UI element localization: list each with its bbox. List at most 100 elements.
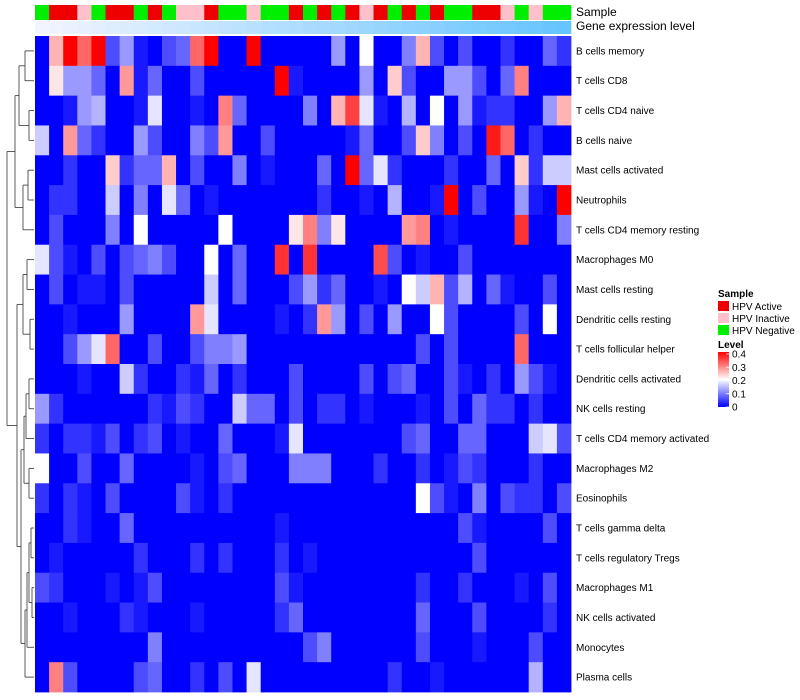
heatmap-cell [260, 572, 276, 603]
heatmap-cell [274, 125, 290, 156]
heatmap-cell [288, 453, 304, 484]
sample-legend-label: HPV Negative [732, 326, 795, 337]
heatmap-cell [415, 393, 431, 425]
heatmap-cell [542, 304, 558, 335]
heatmap-cell [458, 542, 473, 574]
heatmap-cell [387, 662, 403, 693]
heatmap-cell [133, 423, 149, 454]
row-label: Mast cells resting [576, 285, 653, 296]
heatmap-cell [331, 244, 346, 275]
sample-annotation-cell [105, 5, 120, 20]
heatmap-cell [91, 393, 106, 425]
expression-annotation-cell [77, 21, 92, 34]
heatmap-cell [232, 602, 247, 633]
heatmap-cell [429, 364, 445, 395]
heatmap-cell [119, 274, 135, 305]
heatmap-cell [49, 364, 64, 395]
heatmap-cell [63, 214, 78, 246]
heatmap-cell [373, 513, 389, 544]
heatmap-cell [373, 572, 389, 603]
heatmap-cell [387, 513, 403, 544]
heatmap-cell [176, 334, 191, 365]
heatmap-cell [528, 185, 544, 216]
heatmap-cell [119, 453, 135, 484]
heatmap-cell [49, 65, 64, 97]
heatmap-cell [556, 65, 572, 97]
heatmap-cell [246, 125, 262, 156]
row-label: T cells CD4 memory resting [576, 225, 699, 236]
heatmap-cell [49, 185, 64, 216]
heatmap-cell [105, 155, 121, 186]
heatmap-cell [331, 95, 346, 126]
heatmap-cell [218, 423, 233, 454]
heatmap-cell [260, 214, 276, 246]
heatmap-cell [260, 453, 276, 484]
heatmap-cell [274, 632, 290, 663]
heatmap-cell [345, 572, 360, 603]
heatmap-cell [176, 185, 191, 216]
heatmap-cell [373, 214, 389, 246]
heatmap-cell [105, 185, 121, 216]
heatmap-cell [288, 125, 304, 156]
sample-annotation-cell [161, 5, 177, 20]
heatmap-cell [500, 602, 515, 633]
heatmap-cell [288, 65, 304, 97]
heatmap-cell [514, 95, 530, 126]
heatmap-cell [274, 542, 290, 574]
heatmap-cell [288, 662, 304, 693]
heatmap-cell [77, 185, 92, 216]
heatmap-cell [35, 364, 50, 395]
heatmap-cell [246, 155, 262, 186]
heatmap-cell [91, 304, 106, 335]
heatmap-cell [288, 334, 304, 365]
expression-annotation-cell [345, 21, 360, 34]
heatmap-cell [303, 274, 318, 305]
heatmap-cell [359, 513, 374, 544]
sample-annotation-cell [218, 5, 233, 20]
heatmap-cell [91, 423, 106, 454]
heatmap-cell [514, 304, 530, 335]
heatmap-cell [119, 36, 135, 67]
heatmap-cell [317, 423, 332, 454]
heatmap-cell [161, 65, 177, 97]
heatmap-cell [274, 572, 290, 603]
heatmap-cell [91, 334, 106, 365]
heatmap-cell [486, 65, 501, 97]
heatmap-cell [472, 155, 487, 186]
heatmap-cell [77, 453, 92, 484]
heatmap-cell [119, 393, 135, 425]
heatmap-cell [401, 483, 417, 514]
heatmap-cell [387, 572, 403, 603]
heatmap-cell [401, 393, 417, 425]
heatmap-cell [204, 662, 219, 693]
heatmap-cell [500, 393, 515, 425]
heatmap-cell [486, 155, 501, 186]
heatmap-cell [35, 602, 50, 633]
heatmap-cell [161, 155, 177, 186]
heatmap-cell [486, 125, 501, 156]
heatmap-cell [49, 304, 64, 335]
heatmap-cell [232, 632, 247, 663]
heatmap-cell [133, 125, 149, 156]
sample-annotation-cell [303, 5, 318, 20]
heatmap-cell [63, 423, 78, 454]
column-annotations [35, 5, 572, 34]
sample-annotation-cell [246, 5, 261, 20]
heatmap-cell [303, 572, 318, 603]
heatmap-cell [35, 214, 50, 246]
heatmap-cell [331, 155, 346, 186]
sample-annotation-cell [528, 5, 544, 20]
heatmap-cell [274, 513, 290, 544]
expression-annotation-cell [176, 21, 191, 34]
heatmap-cell [35, 393, 50, 425]
sample-annotation-cell [556, 5, 572, 20]
heatmap-cell [119, 155, 135, 186]
heatmap-cell [514, 214, 530, 246]
sample-annotation-cell [147, 5, 163, 20]
heatmap-cell [246, 423, 262, 454]
heatmap-cell [260, 304, 276, 335]
sample-annotation-cell [274, 5, 290, 20]
heatmap-cell [472, 602, 487, 633]
heatmap-cell [218, 274, 233, 305]
expression-annotation-cell [317, 21, 332, 34]
